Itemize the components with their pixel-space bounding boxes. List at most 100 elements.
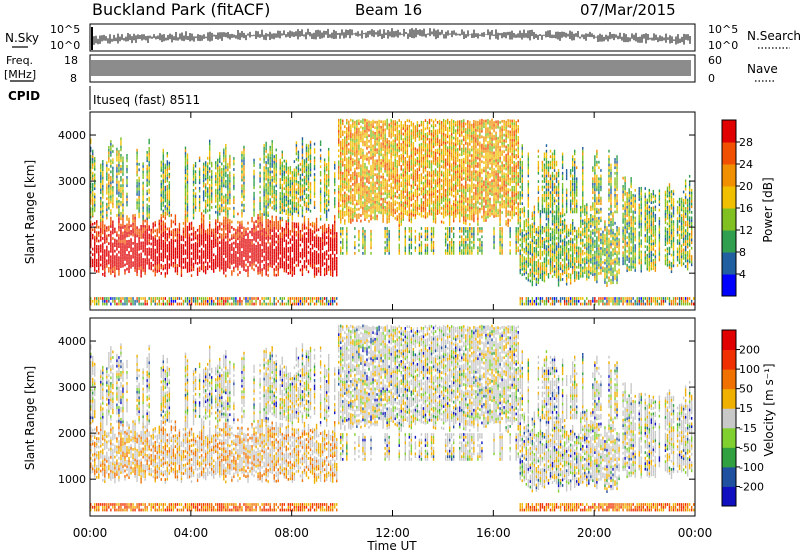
power-cell bbox=[247, 243, 249, 247]
cpid-value: Ituseq (fast) 8511 bbox=[93, 93, 200, 107]
power-cell bbox=[126, 215, 128, 218]
power-cell bbox=[211, 267, 213, 271]
power-cell bbox=[108, 297, 110, 300]
power-cell bbox=[291, 221, 294, 225]
power-cell bbox=[152, 244, 154, 248]
nave-tick-high: 60 bbox=[708, 54, 722, 67]
power-cell bbox=[311, 224, 314, 228]
power-cell bbox=[217, 186, 219, 190]
power-cell bbox=[184, 204, 187, 208]
power-cell bbox=[215, 180, 217, 184]
power-cell bbox=[332, 243, 334, 247]
power-cell bbox=[265, 236, 267, 240]
power-cell bbox=[148, 160, 150, 164]
power-cell bbox=[263, 202, 265, 205]
power-cell bbox=[146, 299, 148, 303]
power-cell bbox=[273, 273, 275, 277]
power-cell bbox=[350, 127, 352, 130]
power-cell bbox=[350, 138, 352, 141]
power-cell bbox=[295, 207, 298, 211]
power-cell bbox=[243, 148, 245, 152]
power-cell bbox=[313, 195, 316, 198]
power-cell bbox=[92, 177, 94, 181]
power-cell bbox=[186, 228, 189, 232]
power-cell bbox=[162, 154, 164, 158]
power-cell bbox=[368, 161, 370, 165]
power-cell bbox=[259, 268, 261, 272]
power-cell bbox=[152, 225, 154, 228]
power-cell bbox=[271, 256, 273, 260]
power-cell bbox=[303, 221, 306, 225]
power-cell bbox=[217, 194, 219, 198]
power-cell bbox=[208, 175, 211, 179]
power-cell bbox=[269, 247, 271, 251]
power-cell bbox=[313, 274, 316, 278]
power-cell bbox=[178, 242, 181, 245]
nsearch-tick-low: 10^0 bbox=[708, 39, 738, 52]
power-cell bbox=[120, 259, 122, 263]
power-cell bbox=[321, 244, 324, 248]
power-cell bbox=[243, 297, 245, 300]
power-cell bbox=[267, 232, 269, 236]
power-cell bbox=[223, 201, 225, 204]
power-cell bbox=[235, 231, 237, 235]
power-cell bbox=[327, 200, 330, 204]
power-cell bbox=[208, 161, 211, 165]
power-cell bbox=[184, 154, 187, 158]
power-cell bbox=[358, 229, 360, 233]
power-cell bbox=[307, 188, 310, 192]
power-cell bbox=[221, 201, 223, 204]
power-cell bbox=[150, 250, 152, 254]
power-cell bbox=[334, 191, 336, 195]
power-cell bbox=[213, 239, 215, 243]
power-cell bbox=[287, 258, 290, 261]
power-cell bbox=[225, 160, 227, 164]
power-cell bbox=[372, 199, 374, 203]
power-cell bbox=[253, 260, 255, 263]
power-cell bbox=[122, 223, 124, 227]
power-cell bbox=[166, 257, 169, 261]
power-cell bbox=[307, 149, 310, 153]
power-cell bbox=[329, 231, 332, 235]
power-cell bbox=[247, 299, 249, 303]
power-cell bbox=[164, 230, 167, 234]
power-cell bbox=[196, 299, 199, 303]
power-cell bbox=[271, 223, 273, 227]
power-cell bbox=[267, 200, 269, 204]
power-cell bbox=[360, 125, 362, 129]
power-cell bbox=[293, 176, 296, 180]
power-cell bbox=[184, 179, 187, 183]
power-cell bbox=[350, 132, 352, 136]
power-cell bbox=[281, 186, 283, 190]
power-cell bbox=[366, 171, 368, 175]
power-cell bbox=[297, 153, 300, 157]
power-cell bbox=[229, 196, 231, 200]
power-cell bbox=[132, 217, 134, 220]
power-cell bbox=[162, 228, 164, 232]
power-cell bbox=[267, 268, 269, 272]
power-cell bbox=[140, 233, 142, 237]
power-cell bbox=[344, 141, 346, 145]
power-cell bbox=[118, 245, 120, 248]
power-cell bbox=[233, 195, 235, 199]
power-cell bbox=[245, 249, 247, 253]
power-cell bbox=[100, 247, 102, 250]
power-cell bbox=[186, 242, 189, 246]
power-cell bbox=[340, 132, 342, 136]
power-cell bbox=[340, 121, 342, 125]
power-cell bbox=[100, 255, 102, 259]
power-cell bbox=[168, 181, 171, 184]
power-cell bbox=[227, 240, 229, 244]
power-cell bbox=[259, 163, 261, 167]
power-cell bbox=[261, 218, 263, 222]
power-cell bbox=[267, 235, 269, 239]
power-cell bbox=[92, 193, 94, 197]
power-cell bbox=[293, 238, 296, 242]
power-cell bbox=[346, 138, 348, 142]
freq-panel: Freq. [MHz] 18 8 60 0 Nave bbox=[4, 54, 778, 85]
power-cell bbox=[344, 152, 346, 156]
power-cell bbox=[344, 158, 346, 162]
power-cell bbox=[174, 269, 177, 273]
power-cell bbox=[194, 203, 197, 207]
power-cell bbox=[178, 222, 181, 226]
